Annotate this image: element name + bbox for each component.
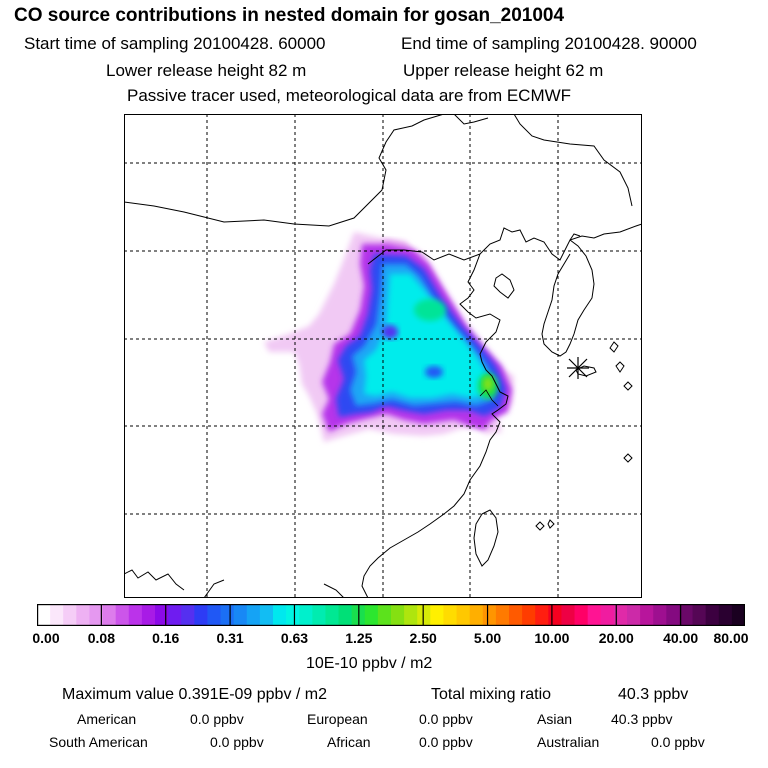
concentration-field — [264, 232, 514, 442]
colorbar-swatch — [548, 604, 563, 626]
colorbar-tick-label: 0.08 — [87, 630, 115, 646]
coastlines — [124, 114, 642, 598]
colorbar-unit: 10E-10 ppbv / m2 — [306, 655, 433, 672]
colorbar-swatch — [377, 604, 392, 626]
colorbar-swatch — [456, 604, 471, 626]
colorbar-swatch — [273, 604, 287, 626]
region-name: Australian — [537, 734, 600, 750]
colorbar-swatch — [50, 604, 64, 626]
colorbar-swatch — [181, 604, 195, 626]
region-value: 0.0 ppbv — [419, 734, 473, 750]
colorbar-swatch — [63, 604, 77, 626]
colorbar-swatch — [469, 604, 484, 626]
colorbar-swatch — [705, 604, 720, 626]
colorbar-swatch — [561, 604, 576, 626]
colorbar-swatch — [89, 604, 104, 626]
colorbar-swatch — [718, 604, 733, 626]
colorbar-swatch — [364, 604, 379, 626]
colorbar-swatch — [233, 604, 248, 626]
colorbar-swatch — [443, 604, 458, 626]
tracer-note: Passive tracer used, meteorological data… — [127, 86, 572, 105]
colorbar — [37, 604, 745, 626]
colorbar-swatch — [325, 604, 340, 626]
receptor-marker — [567, 357, 589, 379]
colorbar-swatch — [417, 604, 431, 626]
colorbar-swatch — [522, 604, 536, 626]
colorbar-swatch — [259, 604, 274, 626]
colorbar-swatch — [509, 604, 523, 626]
colorbar-swatch — [666, 604, 681, 626]
colorbar-swatch — [207, 604, 222, 626]
region-value: 0.0 ppbv — [419, 711, 473, 727]
colorbar-tick-label: 0.63 — [280, 630, 309, 646]
map-grid — [124, 114, 642, 598]
region-value: 0.0 ppbv — [651, 734, 705, 750]
colorbar-swatch — [653, 604, 667, 626]
colorbar-swatch — [312, 604, 327, 626]
map-title: CO source contributions in nested domain… — [14, 5, 565, 26]
region-name: Asian — [537, 711, 573, 727]
colorbar-swatch — [37, 604, 51, 626]
map-frame — [124, 114, 642, 598]
total-mixing-label: Total mixing ratio — [431, 686, 552, 703]
colorbar-swatch — [430, 604, 445, 626]
colorbar-tick-label: 0.16 — [152, 630, 180, 646]
colorbar-swatch — [640, 604, 654, 626]
upper-release-height: Upper release height 62 m — [403, 61, 604, 80]
lower-release-height: Lower release height 82 m — [106, 61, 307, 80]
colorbar-swatch — [731, 604, 745, 626]
colorbar-tick-label: 5.00 — [473, 630, 502, 646]
colorbar-frame — [37, 604, 745, 626]
region-name: African — [327, 734, 371, 750]
colorbar-swatch — [102, 604, 117, 626]
colorbar-swatch — [627, 604, 641, 626]
colorbar-swatch — [404, 604, 418, 626]
start-time: Start time of sampling 20100428. 60000 — [24, 34, 326, 53]
region-name: European — [307, 711, 368, 727]
region-value: 0.0 ppbv — [210, 734, 264, 750]
colorbar-swatch — [115, 604, 130, 626]
colorbar-swatch — [495, 604, 510, 626]
colorbar-swatch — [76, 604, 91, 626]
colorbar-tick-label: 80.00 — [713, 630, 749, 646]
map-panel — [124, 114, 642, 598]
colorbar-swatch — [155, 604, 169, 626]
colorbar-swatch — [168, 604, 182, 626]
region-value: 40.3 ppbv — [611, 711, 673, 727]
colorbar-swatch — [194, 604, 209, 626]
colorbar-swatch — [600, 604, 615, 626]
colorbar-tick-label: 0.00 — [32, 630, 60, 646]
colorbar-swatch — [141, 604, 156, 626]
colorbar-swatch — [391, 604, 405, 626]
region-name: American — [77, 711, 137, 727]
max-value: Maximum value 0.391E-09 ppbv / m2 — [62, 686, 328, 703]
colorbar-swatch — [587, 604, 602, 626]
colorbar-tick-label: 10.00 — [534, 630, 570, 646]
colorbar-swatch — [535, 604, 549, 626]
colorbar-tick-label: 1.25 — [345, 630, 373, 646]
colorbar-swatch — [286, 604, 300, 626]
colorbar-tick-label: 0.31 — [216, 630, 244, 646]
region-value: 0.0 ppbv — [190, 711, 244, 727]
total-mixing-value: 40.3 ppbv — [618, 686, 689, 703]
colorbar-tick-label: 2.50 — [409, 630, 437, 646]
colorbar-swatch — [338, 604, 353, 626]
colorbar-swatch — [679, 604, 694, 626]
colorbar-swatch — [246, 604, 261, 626]
colorbar-swatch — [128, 604, 143, 626]
colorbar-tick-label: 20.00 — [598, 630, 634, 646]
colorbar-swatch — [482, 604, 497, 626]
colorbar-tick-label: 40.00 — [663, 630, 699, 646]
colorbar-swatch — [574, 604, 589, 626]
region-name: South American — [49, 734, 148, 750]
colorbar-swatch — [299, 604, 313, 626]
colorbar-swatch — [692, 604, 707, 626]
end-time: End time of sampling 20100428. 90000 — [401, 34, 697, 53]
colorbar-swatch — [220, 604, 235, 626]
colorbar-swatch — [613, 604, 628, 626]
